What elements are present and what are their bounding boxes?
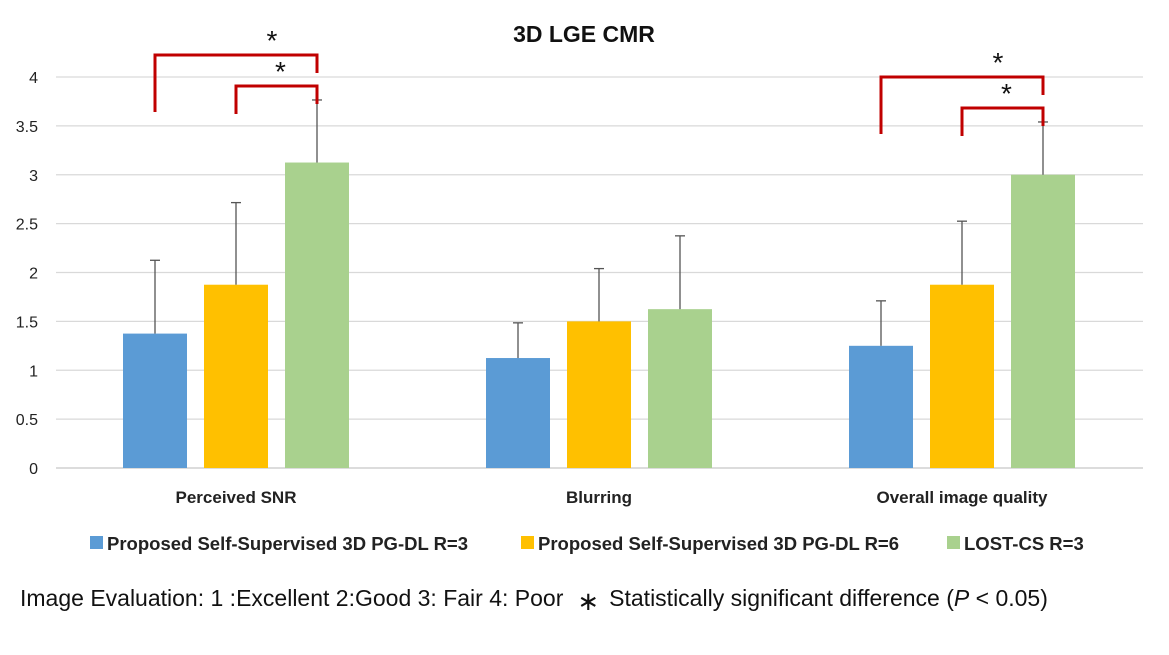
significance-star: *	[993, 47, 1004, 78]
bar	[486, 358, 550, 468]
p-symbol: P	[953, 585, 970, 611]
legend-label: LOST-CS R=3	[964, 533, 1084, 554]
x-tick-label: Perceived SNR	[176, 488, 297, 507]
legend-swatch	[521, 536, 534, 549]
bar	[567, 321, 631, 468]
y-tick-label: 4	[29, 70, 38, 87]
significance-star-icon: ∗	[577, 586, 600, 616]
x-tick-label: Blurring	[566, 488, 632, 507]
significance-bracket	[960, 106, 1045, 136]
significance-suffix: < 0.05)	[969, 585, 1048, 611]
x-tick-label: Overall image quality	[876, 488, 1048, 507]
evaluation-scale-text: Image Evaluation: 1 :Excellent 2:Good 3:…	[20, 585, 564, 611]
significance-bracket	[234, 84, 319, 114]
bar	[1011, 174, 1075, 468]
significance-star: *	[1001, 78, 1012, 109]
footnote: Image Evaluation: 1 :Excellent 2:Good 3:…	[20, 582, 1048, 616]
bar	[204, 284, 268, 468]
significance-bracket	[153, 53, 319, 112]
significance-bracket	[879, 75, 1045, 134]
bar	[123, 333, 187, 468]
bar	[285, 162, 349, 468]
y-tick-label: 0.5	[16, 412, 38, 429]
significance-star: *	[267, 25, 278, 56]
y-tick-label: 3	[29, 168, 38, 185]
legend-label: Proposed Self-Supervised 3D PG-DL R=3	[107, 533, 468, 554]
significance-prefix: Statistically significant difference (	[609, 585, 954, 611]
y-tick-label: 1	[29, 363, 38, 380]
chart-title: 3D LGE CMR	[513, 21, 655, 47]
y-tick-label: 2	[29, 266, 38, 283]
legend-label: Proposed Self-Supervised 3D PG-DL R=6	[538, 533, 899, 554]
y-tick-label: 3.5	[16, 119, 38, 136]
bar	[930, 284, 994, 468]
bar	[849, 345, 913, 468]
y-tick-label: 1.5	[16, 314, 38, 331]
bar	[648, 309, 712, 468]
y-tick-label: 2.5	[16, 217, 38, 234]
significance-star: *	[275, 56, 286, 87]
y-tick-label: 0	[29, 461, 38, 478]
legend-swatch	[90, 536, 103, 549]
legend-swatch	[947, 536, 960, 549]
